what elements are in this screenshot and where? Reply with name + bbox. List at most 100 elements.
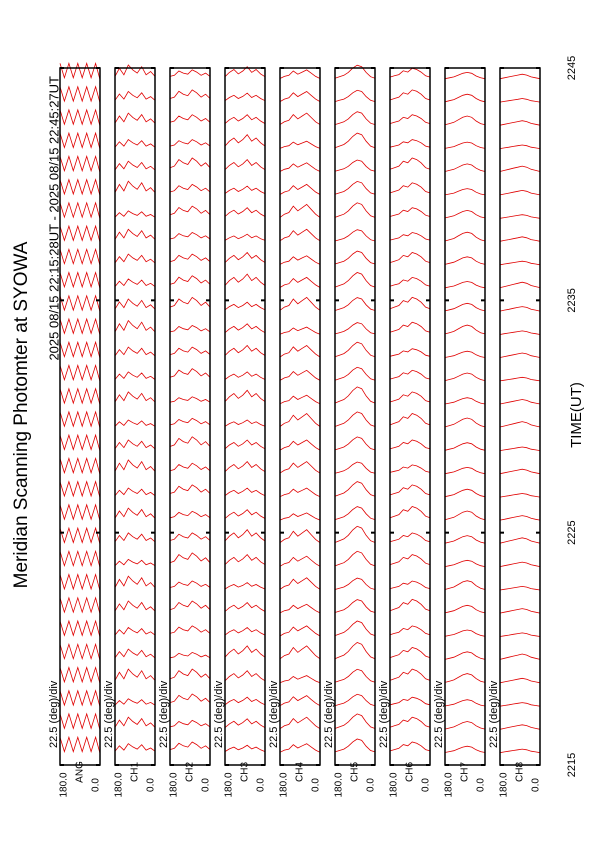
scan-trace bbox=[444, 673, 486, 683]
scale-label: 22.5 (deg)/div bbox=[378, 680, 390, 748]
angle-tick-label: 180.0 bbox=[224, 772, 235, 797]
panel-frame bbox=[224, 67, 266, 766]
scan-trace bbox=[114, 319, 156, 333]
scan-trace bbox=[114, 90, 156, 101]
scan-trace bbox=[444, 281, 486, 289]
scan-trace bbox=[389, 598, 431, 612]
scan-trace bbox=[224, 92, 266, 102]
scan-trace bbox=[334, 89, 376, 102]
scan-trace bbox=[114, 419, 156, 427]
scan-trace bbox=[334, 341, 376, 358]
scan-trace bbox=[279, 675, 321, 684]
angle-tick-label: 0.0 bbox=[421, 778, 432, 792]
channel-label: CH2 bbox=[185, 762, 196, 782]
scan-trace bbox=[279, 228, 321, 242]
scan-trace bbox=[444, 209, 486, 219]
scan-trace bbox=[444, 397, 486, 405]
scan-trace bbox=[389, 207, 431, 217]
scan-trace bbox=[389, 391, 431, 403]
scan-trace bbox=[169, 69, 211, 77]
scan-trace bbox=[389, 157, 431, 170]
scan-trace bbox=[444, 442, 486, 451]
scan-trace bbox=[389, 532, 431, 543]
scan-trace bbox=[444, 651, 486, 660]
scale-label: 22.5 (deg)/div bbox=[158, 680, 170, 748]
scan-trace bbox=[224, 371, 266, 380]
angle-tick-label: 180.0 bbox=[279, 772, 290, 797]
scan-trace bbox=[279, 69, 321, 79]
scan-trace bbox=[389, 625, 431, 636]
scan-trace bbox=[224, 626, 266, 636]
scan-trace bbox=[334, 620, 376, 636]
scan-trace bbox=[279, 529, 321, 544]
scan-trace bbox=[334, 272, 376, 288]
scan-trace bbox=[114, 487, 156, 497]
scan-trace bbox=[59, 224, 101, 243]
scan-trace bbox=[279, 461, 321, 474]
scan-trace bbox=[279, 183, 321, 195]
scale-label: 22.5 (deg)/div bbox=[433, 680, 445, 748]
scan-trace bbox=[279, 577, 321, 590]
scan-trace bbox=[499, 493, 541, 498]
scan-trace bbox=[59, 549, 101, 568]
angle-tick-label: 0.0 bbox=[256, 778, 267, 792]
channel-label: CH6 bbox=[405, 762, 416, 782]
scan-trace bbox=[279, 716, 321, 730]
scan-trace bbox=[499, 515, 541, 521]
scan-trace bbox=[169, 296, 211, 308]
scan-trace bbox=[444, 302, 486, 312]
scan-trace bbox=[389, 276, 431, 287]
scan-trace bbox=[114, 228, 156, 240]
scan-trace bbox=[444, 535, 486, 544]
scan-trace bbox=[389, 296, 431, 310]
scan-trace bbox=[224, 670, 266, 682]
scan-trace bbox=[59, 131, 101, 150]
scan-trace bbox=[224, 159, 266, 171]
scan-trace bbox=[224, 233, 266, 241]
scan-trace bbox=[334, 250, 376, 265]
scan-trace bbox=[389, 232, 431, 241]
scan-trace bbox=[224, 602, 266, 612]
scale-label: 22.5 (deg)/div bbox=[323, 680, 335, 748]
scan-trace bbox=[444, 256, 486, 265]
scan-trace bbox=[444, 188, 486, 196]
scan-trace bbox=[334, 322, 376, 335]
scan-trace bbox=[279, 140, 321, 149]
scan-trace bbox=[444, 350, 486, 358]
scan-trace bbox=[169, 275, 211, 285]
scan-trace bbox=[279, 203, 321, 218]
scan-trace bbox=[334, 202, 376, 218]
scan-trace bbox=[499, 632, 541, 637]
angle-tick-label: 0.0 bbox=[311, 778, 322, 792]
scan-trace bbox=[389, 741, 431, 752]
scan-trace bbox=[169, 510, 211, 519]
scan-trace bbox=[114, 112, 156, 124]
scan-trace bbox=[499, 120, 541, 126]
scan-trace bbox=[59, 526, 101, 545]
scan-trace bbox=[224, 344, 266, 356]
scan-trace bbox=[334, 577, 376, 590]
scan-trace bbox=[334, 229, 376, 242]
scan-trace bbox=[279, 255, 321, 265]
scale-label: 22.5 (deg)/div bbox=[488, 680, 500, 748]
scan-trace bbox=[389, 413, 431, 426]
scan-trace bbox=[169, 741, 211, 750]
scan-trace bbox=[114, 210, 156, 218]
scan-trace bbox=[169, 436, 211, 447]
scan-trace bbox=[444, 721, 486, 730]
scan-trace bbox=[444, 745, 486, 753]
scan-trace bbox=[499, 561, 541, 567]
scan-trace bbox=[334, 386, 376, 404]
scan-trace bbox=[389, 696, 431, 706]
scan-trace bbox=[279, 487, 321, 498]
scan-trace bbox=[59, 108, 101, 127]
scan-trace bbox=[444, 604, 486, 614]
scan-trace bbox=[499, 537, 541, 544]
scan-trace bbox=[114, 160, 156, 171]
scan-trace bbox=[224, 718, 266, 728]
scan-trace bbox=[224, 273, 266, 286]
scan-trace bbox=[169, 89, 211, 99]
scan-trace bbox=[279, 743, 321, 753]
angle-tick-label: 180.0 bbox=[59, 772, 70, 797]
scan-trace bbox=[59, 154, 101, 173]
